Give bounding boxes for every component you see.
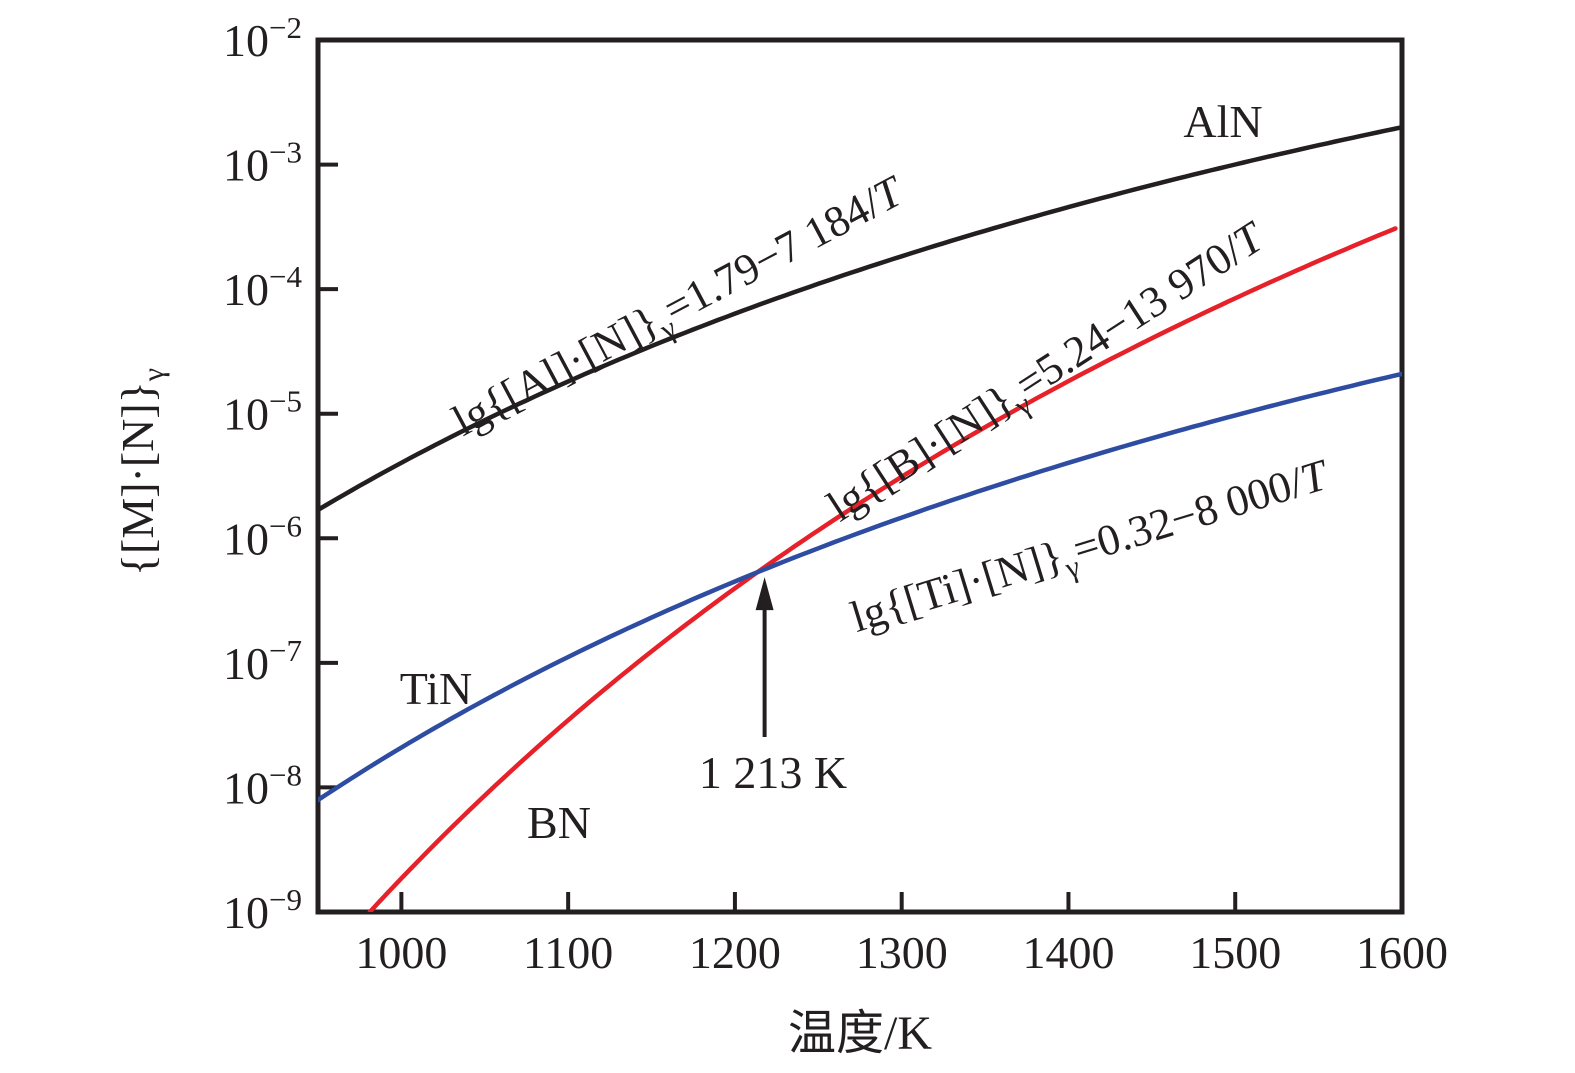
x-tick-label: 1100 [523, 927, 613, 978]
x-tick-label: 1400 [1022, 927, 1114, 978]
y-tick-label: 10−7 [223, 633, 302, 689]
annotation-text: 1 213 K [699, 747, 847, 798]
annotation-arrow-head [755, 577, 774, 611]
series-label-TiN: TiN [400, 663, 472, 714]
curve-BN [367, 226, 1398, 912]
y-tick-label: 10−9 [223, 882, 302, 938]
x-tick-label: 1600 [1356, 927, 1448, 978]
x-tick-label: 1000 [355, 927, 447, 978]
y-axis-title-text: {[M]·[N]} [111, 381, 163, 577]
x-tick-label: 1300 [856, 927, 948, 978]
curve-AlN [318, 124, 1402, 513]
y-tick-label: 10−4 [223, 259, 302, 315]
x-tick-label: 1200 [689, 927, 781, 978]
curve-TiN [318, 371, 1402, 803]
series-label-AlN: AlN [1183, 96, 1262, 147]
y-axis-title-subscript: γ [137, 367, 171, 382]
y-tick-label: 10−3 [223, 135, 302, 191]
y-tick-label: 10−5 [223, 384, 302, 440]
x-tick-label: 1500 [1189, 927, 1281, 978]
y-axis-title: {[M]·[N]}γ [111, 368, 171, 576]
series-label-BN: BN [527, 797, 591, 848]
y-tick-label: 10−8 [223, 757, 302, 813]
x-axis-title-text: 温度/K [787, 1007, 932, 1060]
x-axis-title: 温度/K [660, 993, 1060, 1063]
y-tick-label: 10−2 [223, 10, 302, 66]
plot-frame [315, 37, 1405, 915]
equation-label-AlN: lg{[Al]·[N]}γ=1.79−7 184/T [444, 165, 916, 452]
y-tick-label: 10−6 [223, 508, 302, 564]
